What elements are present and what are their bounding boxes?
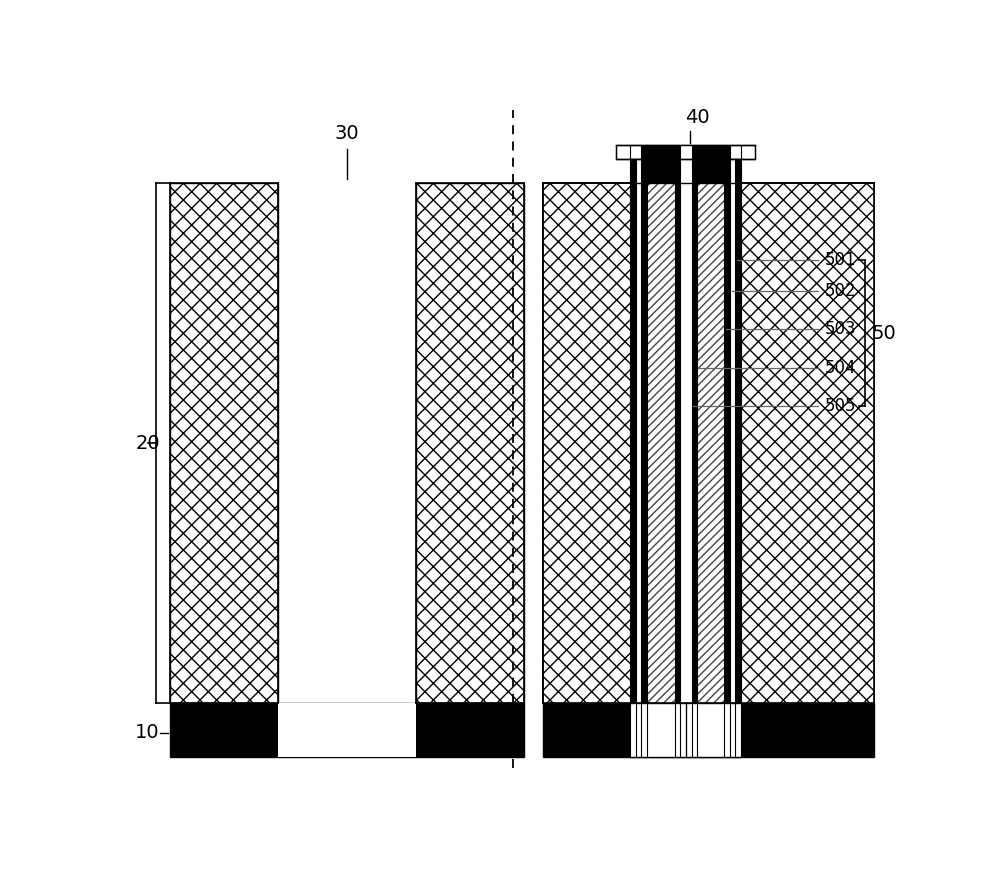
Bar [416,183,524,703]
Bar [630,159,741,183]
Bar [641,183,730,703]
Bar [647,183,724,703]
Bar [680,159,692,183]
Text: 504: 504 [824,359,856,377]
Bar [636,159,735,183]
Bar [170,703,524,757]
Bar [543,183,630,703]
Bar [741,183,874,703]
Text: 505: 505 [824,398,856,415]
Bar [543,703,874,757]
Bar [616,145,755,159]
Text: 502: 502 [824,282,856,300]
Bar [630,703,741,757]
Bar [641,159,730,183]
Bar [630,183,741,703]
Bar [543,183,874,703]
Text: 20: 20 [135,433,160,453]
Text: 503: 503 [824,321,856,338]
Text: 40: 40 [685,108,710,127]
Bar [170,183,278,703]
Bar [675,183,697,703]
Bar [680,183,692,703]
Text: 50: 50 [871,324,896,343]
Bar [636,183,735,703]
Text: 30: 30 [335,124,359,143]
Text: 501: 501 [824,251,856,269]
Text: 10: 10 [135,723,160,742]
Bar [680,145,692,159]
Bar [641,145,730,159]
Bar [680,183,692,703]
Bar [278,703,416,757]
